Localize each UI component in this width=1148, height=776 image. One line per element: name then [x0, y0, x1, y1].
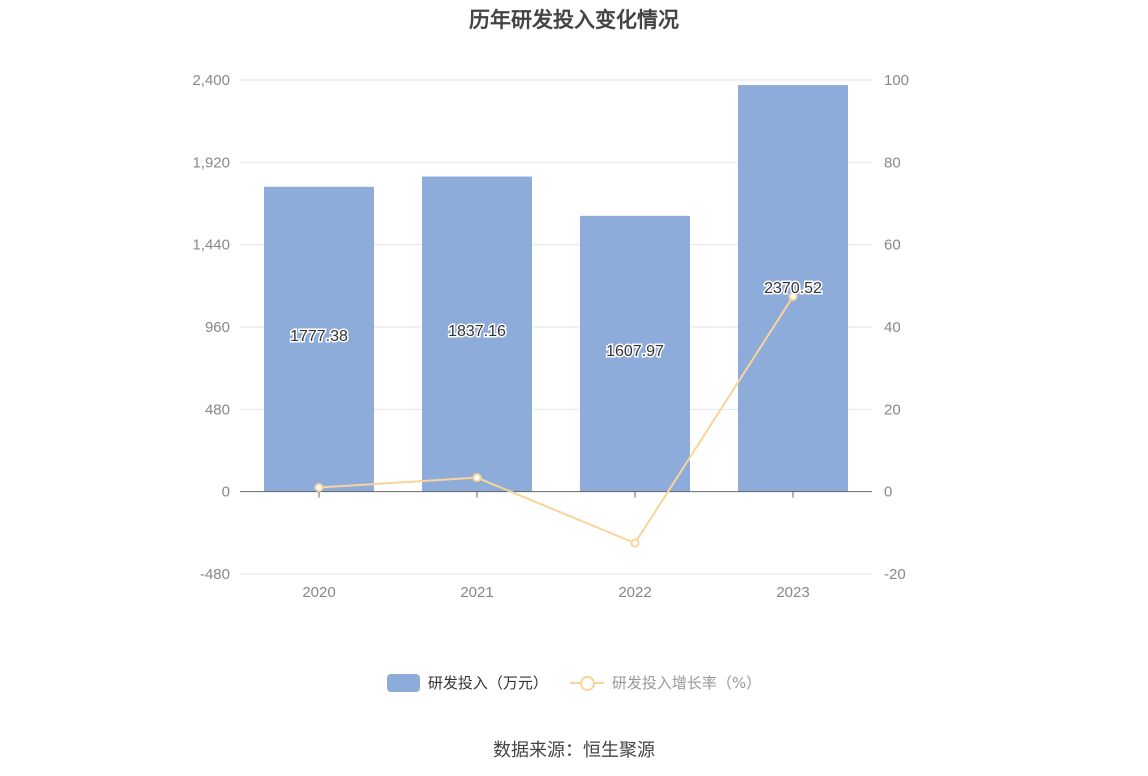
- bar: [580, 215, 690, 492]
- bar-value-label: 1777.38: [290, 328, 348, 345]
- y-right-tick-label: 20: [884, 401, 901, 418]
- y-right-tick-label: 60: [884, 237, 901, 254]
- chart-title: 历年研发投入变化情况: [469, 8, 679, 32]
- y-left-tick-label: 2,400: [192, 72, 230, 89]
- y-right-tick-label: 40: [884, 319, 901, 336]
- chart-legend: 研发投入（万元） 研发投入增长率（%）: [0, 672, 1148, 693]
- bar-value-label: 1837.16: [448, 323, 506, 340]
- bar: [264, 186, 374, 492]
- y-right-tick-label: 80: [884, 154, 901, 171]
- y-right-tick-label: -20: [884, 566, 906, 583]
- x-tick-label: 2020: [302, 584, 335, 601]
- legend-bar-swatch: [386, 673, 420, 692]
- y-left-tick-label: 1,440: [192, 237, 230, 254]
- x-tick-label: 2022: [618, 584, 651, 601]
- growth-line: [318, 295, 794, 545]
- y-left-tick-label: 960: [205, 319, 230, 336]
- growth-point: [472, 473, 482, 483]
- bar-value-label: 2370.52: [764, 280, 822, 297]
- y-right-tick-label: 0: [884, 484, 892, 501]
- data-source: 数据来源：恒生聚源: [493, 740, 655, 761]
- x-tick-label: 2023: [776, 584, 809, 601]
- growth-point: [314, 483, 324, 493]
- x-tick-label: 2021: [460, 584, 493, 601]
- y-left-tick-label: 480: [205, 401, 230, 418]
- bar: [738, 85, 848, 492]
- y-right-tick-label: 100: [884, 72, 909, 89]
- y-left-tick-label: 1,920: [192, 154, 230, 171]
- bar-value-label: 1607.97: [606, 343, 664, 360]
- bar: [422, 176, 532, 492]
- growth-point: [630, 538, 640, 548]
- legend-bar-label: 研发投入（万元）: [427, 674, 548, 692]
- y-left-tick-label: -480: [200, 566, 230, 583]
- y-left-tick-label: 0: [222, 484, 230, 501]
- growth-point: [788, 292, 798, 302]
- legend-line-label: 研发投入增长率（%）: [611, 674, 762, 692]
- legend-line-swatch: [569, 674, 604, 692]
- legend-item-bar[interactable]: 研发投入（万元）: [386, 672, 548, 693]
- legend-item-line[interactable]: 研发投入增长率（%）: [569, 672, 762, 693]
